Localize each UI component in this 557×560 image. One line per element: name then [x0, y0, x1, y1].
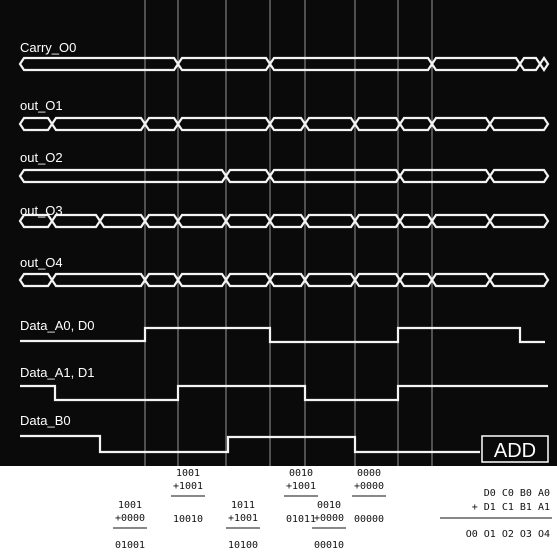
- operand: +1001: [286, 481, 316, 492]
- signal-label: out_O1: [20, 98, 63, 113]
- operand: 0000: [357, 468, 381, 479]
- add-label[interactable]: ADD: [494, 440, 536, 462]
- waveform-view: Carry_O0 out_O1 out_O2 out_O3 out_O4 Dat…: [0, 0, 557, 560]
- result: 00000: [354, 514, 384, 525]
- legend-line: D0 C0 B0 A0: [484, 488, 550, 499]
- screen: Carry_O0 out_O1 out_O2 out_O3 out_O4 Dat…: [0, 0, 557, 560]
- operand: +0000: [115, 513, 145, 524]
- signal-label: Data_B0: [20, 413, 71, 428]
- operand: +1001: [228, 513, 258, 524]
- signal-label: Data_A0, D0: [20, 318, 94, 333]
- result: 10100: [228, 540, 258, 551]
- result: 10010: [173, 514, 203, 525]
- signal-label: out_O4: [20, 255, 63, 270]
- legend-line: O0 O1 O2 O3 O4: [466, 529, 550, 540]
- operand: 1001: [176, 468, 200, 479]
- result: 01001: [115, 540, 145, 551]
- signal-label: out_O2: [20, 150, 63, 165]
- operand: 0010: [317, 500, 341, 511]
- operand: 1001: [118, 500, 142, 511]
- operand: +0000: [314, 513, 344, 524]
- result: 00010: [314, 540, 344, 551]
- operand: 0010: [289, 468, 313, 479]
- signal-label: Data_A1, D1: [20, 365, 94, 380]
- result: 01011: [286, 514, 316, 525]
- operand: +0000: [354, 481, 384, 492]
- legend-line: + D1 C1 B1 A1: [472, 502, 550, 513]
- additions: 1001 +0000 01001 1001 +1001 10010 1011 +1001 101…: [113, 468, 386, 551]
- operand: +1001: [173, 481, 203, 492]
- signal-label: out_O3: [20, 203, 63, 218]
- operand: 1011: [231, 500, 255, 511]
- signal-label: Carry_O0: [20, 40, 76, 55]
